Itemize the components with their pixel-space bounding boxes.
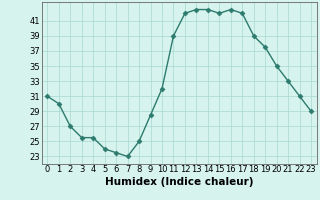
X-axis label: Humidex (Indice chaleur): Humidex (Indice chaleur) <box>105 177 253 187</box>
